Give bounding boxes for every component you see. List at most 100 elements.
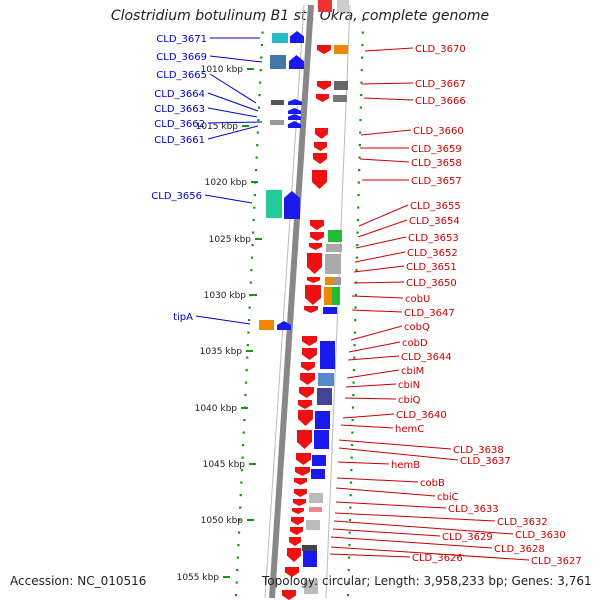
leader-line xyxy=(204,194,253,204)
strand-dot xyxy=(357,181,360,184)
ruler-dot xyxy=(250,269,253,272)
gene-label-cld-3632: CLD_3632 xyxy=(497,517,548,528)
gene-box xyxy=(315,411,330,429)
strand-dot xyxy=(355,256,359,259)
gene-arrow xyxy=(307,277,320,283)
gene-label-cbim: cbiM xyxy=(401,366,424,377)
leader-line xyxy=(346,369,400,379)
leader-line xyxy=(334,512,496,522)
gene-arrow xyxy=(300,373,315,385)
ruler-label: 1050 kbp xyxy=(201,516,244,526)
strand-dot xyxy=(355,269,358,272)
gene-label-cld-3630: CLD_3630 xyxy=(515,530,566,541)
gene-label-cld-3637: CLD_3637 xyxy=(460,456,511,467)
gene-arrow xyxy=(298,410,313,426)
gene-box xyxy=(259,320,274,330)
strand-dot xyxy=(357,206,360,209)
gene-arrow xyxy=(315,128,328,139)
gene-label-cld-3627: CLD_3627 xyxy=(531,556,582,567)
gene-arrow xyxy=(310,232,324,241)
gene-arrow xyxy=(290,527,303,535)
topology-label: Topology: circular; Length: 3,958,233 bp… xyxy=(262,574,592,588)
strand-dot xyxy=(361,31,364,34)
leader-line xyxy=(354,251,406,263)
gene-arrow xyxy=(277,321,291,330)
gene-box xyxy=(314,430,329,449)
leader-line xyxy=(350,325,403,341)
strand-dot xyxy=(352,369,356,372)
gene-label-cld-3663: CLD_3663 xyxy=(154,104,205,115)
strand-dot xyxy=(349,494,352,497)
gene-box xyxy=(333,277,341,285)
leader-line xyxy=(335,487,436,497)
gene-arrow xyxy=(299,387,314,398)
ruler-label: 1020 kbp xyxy=(205,178,248,188)
strand-dot xyxy=(358,156,361,159)
ruler-label: 1045 kbp xyxy=(203,460,246,470)
gene-box xyxy=(270,120,284,125)
ruler-label: 1015 kbp xyxy=(196,122,239,132)
gene-label-cobu: cobU xyxy=(405,294,430,305)
ruler-dot xyxy=(246,344,249,347)
strand-dot xyxy=(348,519,352,522)
gene-label-cld-3667: CLD_3667 xyxy=(415,79,466,90)
ruler-dot xyxy=(236,556,239,559)
leader-line xyxy=(345,383,397,388)
ruler-dot xyxy=(240,469,244,472)
ruler-dot xyxy=(259,69,262,72)
gene-arrow xyxy=(294,478,307,485)
leader-line xyxy=(363,97,414,101)
leader-line xyxy=(355,236,407,249)
ruler-dot xyxy=(259,81,262,84)
ruler-dot xyxy=(252,219,255,222)
gene-box xyxy=(266,190,282,218)
strand-dot xyxy=(349,506,352,509)
gene-box xyxy=(334,45,348,54)
gene-arrow xyxy=(298,400,312,409)
strand-dot xyxy=(361,56,364,59)
gene-label-cld-3638: CLD_3638 xyxy=(453,445,504,456)
gene-arrow xyxy=(309,243,322,250)
gene-arrow xyxy=(293,499,306,506)
strand-dot xyxy=(348,544,351,547)
strand-dot xyxy=(356,244,359,247)
gene-label-cbin: cbiN xyxy=(398,380,420,391)
gene-arrow xyxy=(295,467,310,476)
gene-arrow xyxy=(288,121,301,128)
gene-arrow xyxy=(304,306,318,313)
gene-label-cld-3660: CLD_3660 xyxy=(413,126,464,137)
gene-arrow xyxy=(317,45,331,54)
ruler-dot xyxy=(254,169,258,172)
leader-line xyxy=(344,397,397,400)
gene-label-cld-3644: CLD_3644 xyxy=(401,352,452,363)
ruler-dot xyxy=(252,231,255,234)
ruler-dot xyxy=(249,281,252,284)
gene-label-hemb: hemB xyxy=(391,460,420,471)
strand-dot xyxy=(347,594,350,597)
strand-dot xyxy=(353,356,356,359)
ruler-dot xyxy=(239,494,242,497)
strand-dot xyxy=(348,531,351,534)
gene-arrow xyxy=(282,590,296,600)
ruler-dot xyxy=(245,369,248,372)
leader-line xyxy=(338,439,452,450)
gene-box xyxy=(318,0,332,12)
leader-line xyxy=(335,501,447,509)
gene-arrow xyxy=(296,453,311,465)
gene-label-cld-3654: CLD_3654 xyxy=(409,216,460,227)
leader-line xyxy=(330,546,530,561)
strand-dot xyxy=(347,556,351,559)
strand-dot xyxy=(354,306,357,309)
gene-label-cld-3647: CLD_3647 xyxy=(404,308,455,319)
leader-line xyxy=(207,92,259,112)
ruler-dot xyxy=(256,131,259,134)
strand-dot xyxy=(361,44,364,47)
leader-line xyxy=(195,315,251,325)
gene-label-cbic: cbiC xyxy=(437,492,459,503)
gene-box xyxy=(304,580,318,594)
ruler-dot xyxy=(262,19,265,22)
strand-dot xyxy=(347,581,350,584)
leader-line xyxy=(207,107,258,118)
gene-arrow xyxy=(288,99,302,105)
